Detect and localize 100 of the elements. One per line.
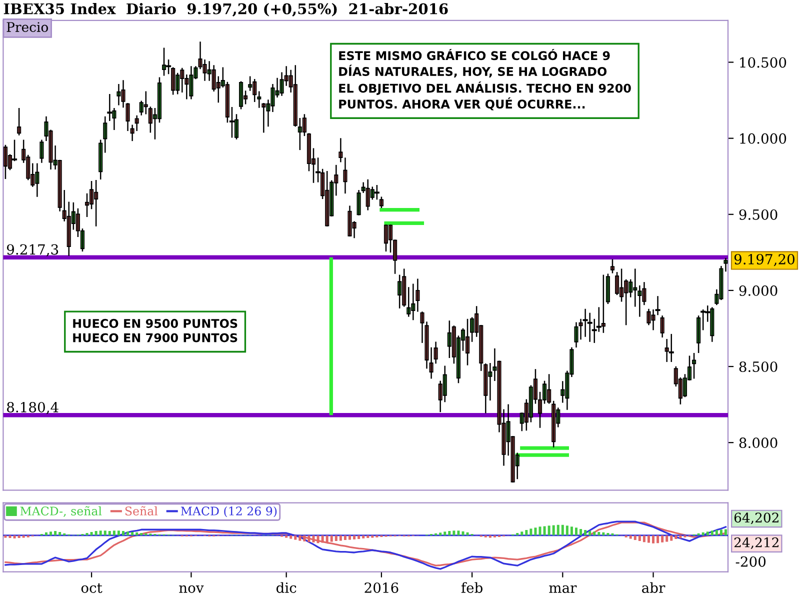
bar <box>593 532 596 536</box>
bar <box>13 535 16 538</box>
bar <box>520 532 524 536</box>
bar <box>99 530 102 536</box>
x-tick-label: mar <box>549 585 577 593</box>
bar <box>606 532 610 536</box>
text: 24,212 <box>734 537 778 549</box>
bar <box>702 532 704 536</box>
bar <box>308 535 310 542</box>
bar <box>348 535 351 540</box>
legend-label: MACD-, señal <box>20 506 102 517</box>
bar <box>344 535 346 540</box>
bar <box>303 535 306 542</box>
bar <box>140 532 143 536</box>
bar <box>122 530 124 536</box>
text: 9.197,20 <box>734 254 794 266</box>
bar <box>339 535 342 541</box>
x-tick-label: feb <box>461 582 482 593</box>
bar <box>358 535 360 540</box>
bar <box>44 532 48 536</box>
legend-label: Señal <box>125 506 158 516</box>
x-tick-label: dic <box>276 582 296 593</box>
bar <box>720 530 722 536</box>
bar <box>466 532 469 536</box>
y-tick-label: 8.500 <box>739 361 778 372</box>
x-tick-label: abr <box>642 582 666 593</box>
bar <box>710 530 714 536</box>
bar <box>556 524 560 536</box>
bar <box>108 530 111 536</box>
bar <box>366 535 370 538</box>
bar <box>444 532 446 536</box>
bar <box>117 530 120 536</box>
bar <box>584 530 587 536</box>
y-tick-label: 9.000 <box>739 285 778 296</box>
x-tick-label: 2016 <box>364 582 398 593</box>
bar <box>534 528 537 536</box>
bar <box>457 530 460 536</box>
bar <box>312 535 315 542</box>
bar <box>330 535 333 542</box>
bar <box>552 525 555 536</box>
bar <box>104 530 106 536</box>
bar <box>715 530 718 536</box>
bar <box>18 535 20 538</box>
bar <box>8 535 12 538</box>
annotation: ESTE MISMO GRÁFICO SE COLGÓ HACE 9 DÍAS NATURALES, HOY, SE HA LOGRADO EL OBJETIVO DEL ANÁLISIS. TECHO EN 9200 PUNTOS. AHORA VER QUÉ OCURRE... <box>339 48 631 110</box>
bar <box>516 532 519 536</box>
bar <box>642 535 646 542</box>
bar <box>86 532 88 536</box>
bar <box>679 535 682 538</box>
bar <box>439 532 442 536</box>
bar <box>290 535 292 539</box>
bar <box>131 532 134 536</box>
bar <box>94 530 98 536</box>
bar <box>136 532 138 536</box>
bar <box>629 535 632 539</box>
y-tick-label: 10.500 <box>740 57 786 68</box>
bar <box>570 526 573 536</box>
bar <box>561 524 564 536</box>
bar <box>566 526 568 536</box>
bar <box>294 535 297 540</box>
bar <box>452 530 456 536</box>
bar <box>575 528 578 536</box>
legend-label: MACD (12 26 9) <box>180 506 277 518</box>
x-tick-label: oct <box>81 583 102 593</box>
y-tick-label: 10.000 <box>740 133 786 144</box>
bar <box>674 535 678 540</box>
bar <box>538 526 542 536</box>
bar <box>580 528 582 536</box>
bar <box>588 530 592 536</box>
bar <box>462 531 464 536</box>
bar <box>298 535 302 541</box>
bar <box>530 528 532 536</box>
bar <box>353 535 356 540</box>
text: -200 <box>736 556 766 567</box>
bar <box>656 535 660 544</box>
bar <box>126 532 130 536</box>
bar <box>334 535 338 542</box>
bar <box>602 532 605 536</box>
bar <box>548 526 550 536</box>
bar <box>706 532 709 536</box>
bar <box>448 530 451 536</box>
chart-title: IBEX35 Index Diario 9.197,20 (+0,55%) 21-abr-2016 <box>4 3 448 16</box>
bar <box>543 526 546 536</box>
ref-line-label: 8.180,4 <box>7 402 58 414</box>
bar <box>598 532 600 536</box>
bar <box>321 535 324 543</box>
bar <box>666 535 668 542</box>
bar <box>670 535 673 541</box>
annotation: Precio <box>6 22 48 32</box>
annotation: HUECO EN 9500 PUNTOS HUECO EN 7900 PUNTOS <box>73 318 238 342</box>
bar <box>316 535 320 544</box>
bar <box>58 532 62 536</box>
bar <box>362 535 365 538</box>
y-tick-label: 9.500 <box>739 209 778 220</box>
bar <box>661 535 664 542</box>
bar <box>90 532 93 536</box>
y-tick-label: 8.000 <box>739 438 778 448</box>
bar <box>638 535 641 542</box>
bar <box>54 530 57 536</box>
bar <box>112 530 116 536</box>
